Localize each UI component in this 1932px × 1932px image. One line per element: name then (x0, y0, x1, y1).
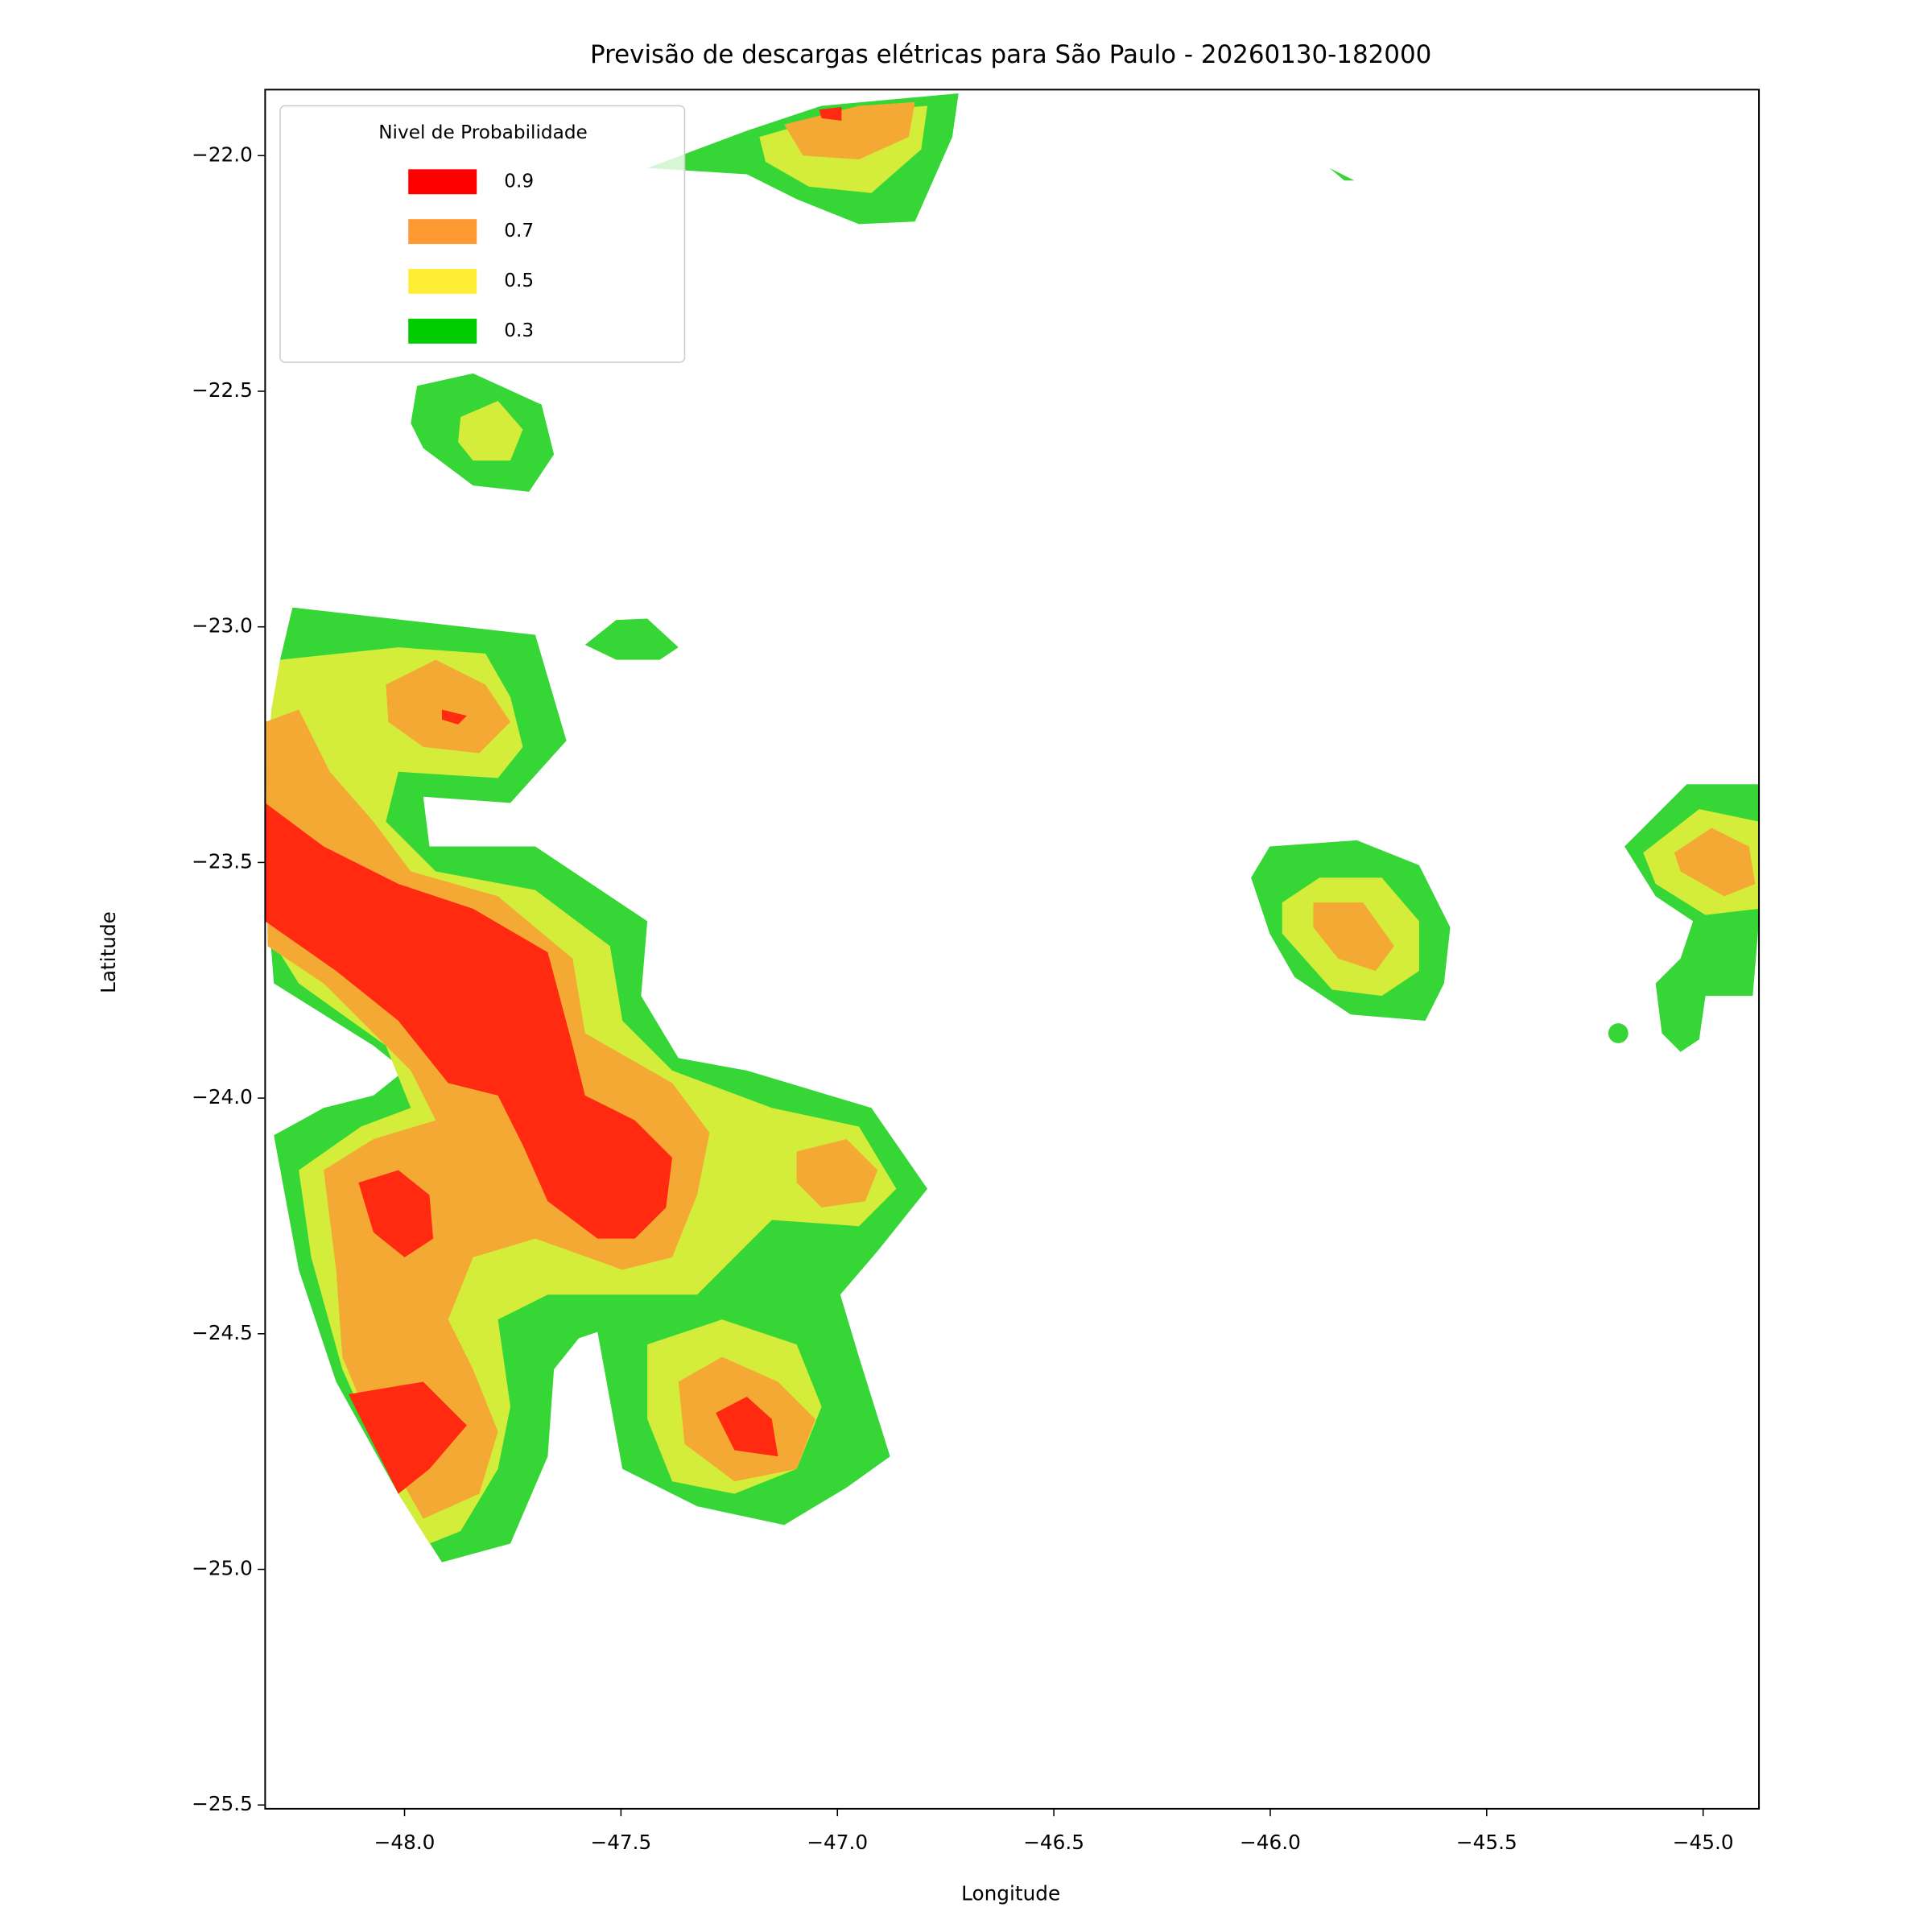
legend-label: 0.3 (504, 320, 534, 341)
x-tick-label: −47.0 (807, 1831, 868, 1854)
contour-fill (1674, 828, 1756, 897)
y-tick-label: −25.5 (192, 1792, 253, 1815)
contours (265, 93, 1760, 1563)
legend-title: Nivel de Probabilidade (378, 122, 588, 143)
contour-fill (1313, 902, 1394, 972)
y-axis-label: Latitude (97, 911, 120, 993)
y-tick-label: −22.5 (192, 378, 253, 402)
y-tick-label: −23.0 (192, 614, 253, 638)
contour-fill (716, 1397, 778, 1457)
legend-swatch (408, 169, 477, 195)
contour-fill (796, 1138, 878, 1208)
y-tick-label: −24.5 (192, 1321, 253, 1344)
legend-box (279, 105, 686, 363)
legend-swatch (408, 269, 477, 294)
contour-fill (584, 618, 679, 660)
contour-fill (441, 709, 467, 724)
legend-label: 0.5 (504, 270, 534, 291)
plot-frame (264, 89, 1761, 1810)
y-tick-label: −23.5 (192, 849, 253, 873)
contour-fill (358, 1170, 434, 1257)
contour-fill (784, 101, 915, 159)
contour-fill (265, 803, 673, 1239)
x-tick-label: −45.0 (1673, 1831, 1734, 1854)
legend-label: 0.9 (504, 170, 534, 192)
y-tick-label: −24.0 (192, 1085, 253, 1108)
legend-swatch (408, 219, 477, 245)
contour-fill (458, 400, 523, 461)
y-tick-label: −22.0 (192, 142, 253, 166)
legend-label: 0.7 (504, 220, 534, 242)
x-tick-label: −46.5 (1023, 1831, 1084, 1854)
y-tick-label: −25.0 (192, 1557, 253, 1580)
contour-fill (1329, 167, 1355, 181)
x-tick-label: −48.0 (374, 1831, 436, 1854)
x-tick-label: −47.5 (590, 1831, 651, 1854)
x-tick-label: −46.0 (1240, 1831, 1301, 1854)
x-tick-label: −45.5 (1456, 1831, 1517, 1854)
contour-fill (386, 659, 511, 753)
chart-title: Previsão de descargas elétricas para São… (590, 40, 1431, 69)
contour-fill (1608, 1023, 1629, 1043)
contour-fill (819, 106, 842, 121)
x-axis-label: Longitude (961, 1882, 1060, 1905)
legend-swatch (408, 318, 477, 344)
contour-fill (348, 1381, 467, 1494)
